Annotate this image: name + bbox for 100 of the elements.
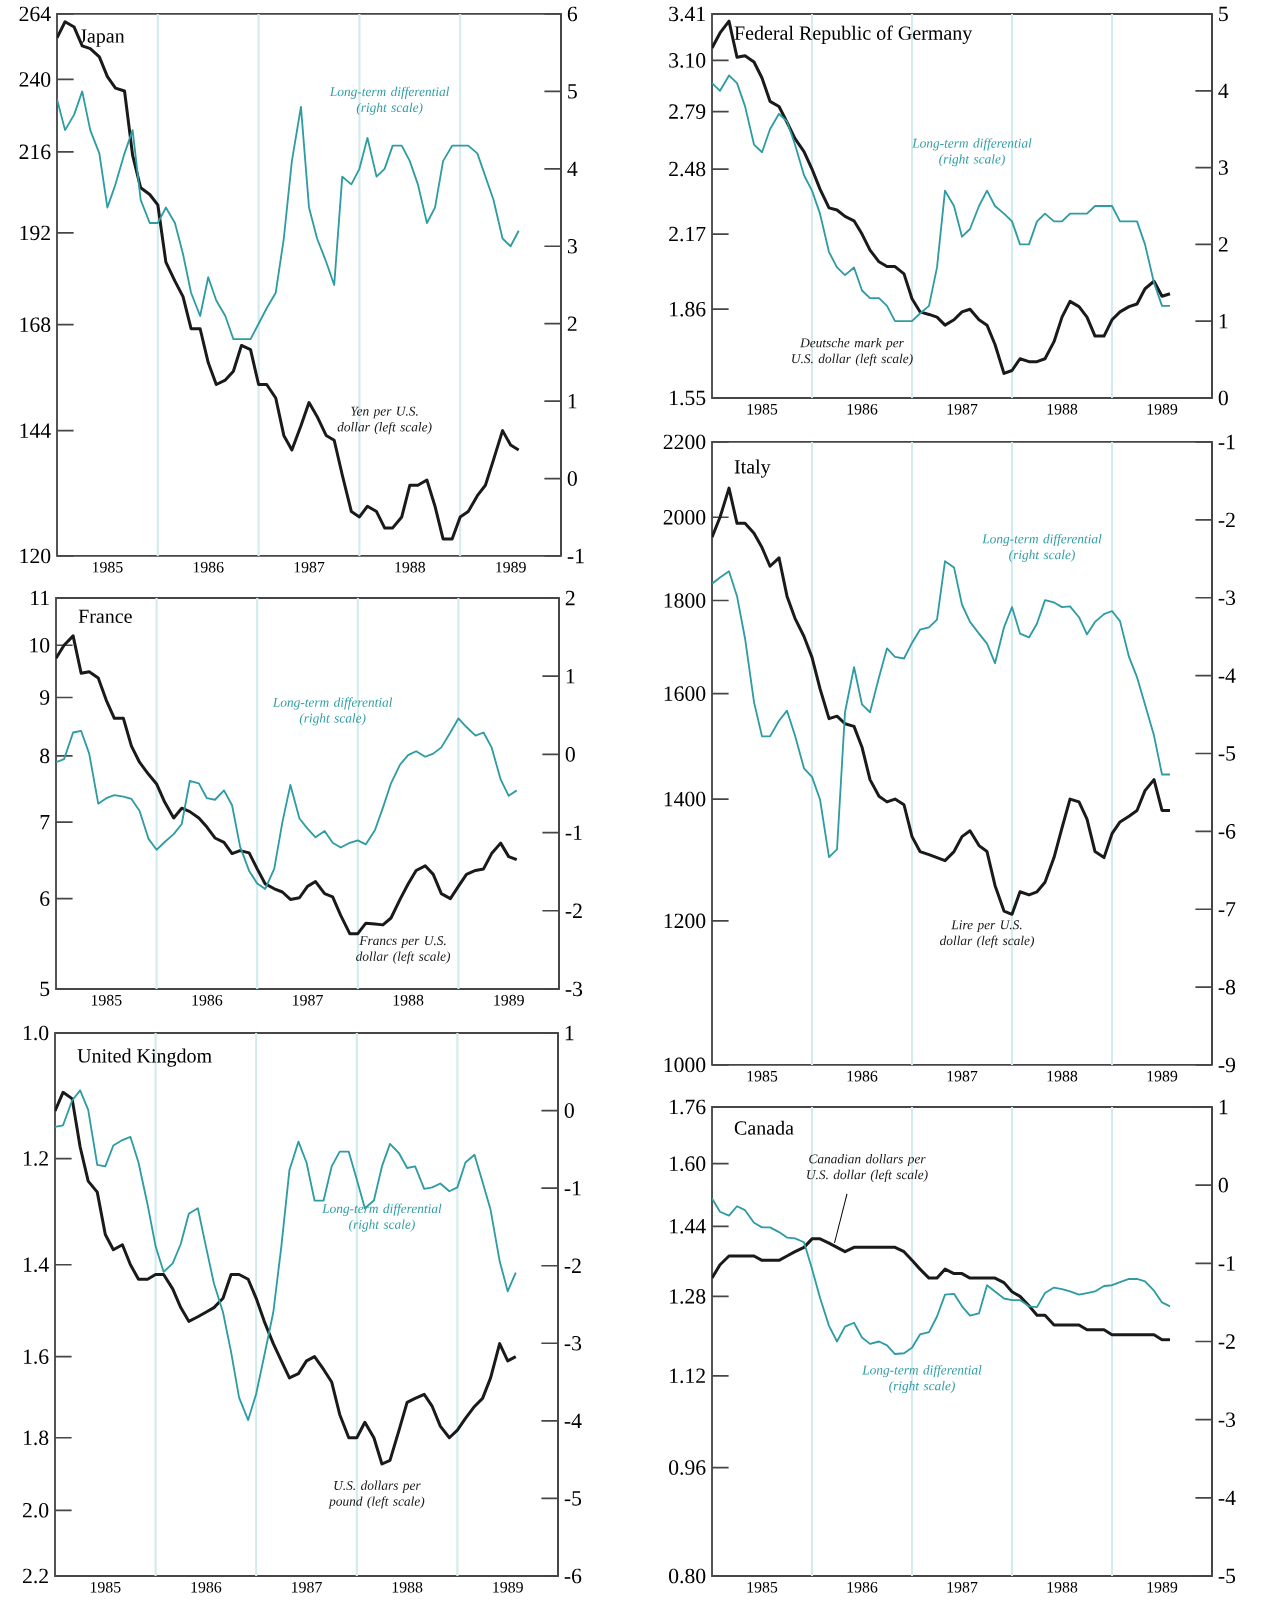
series-label: Lire per U.S. dollar (left scale) [940, 920, 1034, 948]
y2-tick-label: -7 [1218, 902, 1236, 917]
y-tick-label: 216 [19, 144, 51, 160]
x-tick-label: 1985 [90, 1581, 121, 1593]
y-tick-label: 1.28 [670, 1289, 706, 1304]
y-tick-label: 1.12 [670, 1368, 705, 1384]
x-tick-label: 1987 [292, 1581, 322, 1593]
y-tick-label: 2200 [663, 434, 706, 450]
line-series [712, 1197, 1171, 1355]
y2-tick-label: 6 [567, 6, 578, 22]
y2-tick-label: 1 [1219, 1099, 1228, 1115]
y2-tick-label: 1 [568, 393, 577, 409]
y2-tick-label: -5 [564, 1491, 582, 1506]
line-series [712, 486, 1172, 916]
y-tick-label: 168 [20, 317, 51, 332]
text: Japan [79, 29, 125, 47]
y-tick-label: 1200 [664, 913, 706, 929]
y2-tick-label: -8 [1218, 979, 1236, 995]
y2-tick-label: -1 [565, 825, 582, 840]
y2-tick-label: 0 [564, 1103, 574, 1118]
y2-tick-label: -3 [1218, 590, 1236, 606]
line-series [712, 19, 1172, 375]
y2-tick-label: 2 [565, 590, 575, 606]
y2-tick-label: 0 [1218, 390, 1228, 406]
text: U.S. dollars per pound (left scale) [328, 1480, 425, 1509]
x-tick-label: 1988 [1047, 1070, 1078, 1082]
y-tick-label: 1.44 [670, 1219, 706, 1234]
y-tick-label: 144 [20, 423, 51, 438]
y-tick-label: 2.79 [669, 104, 706, 120]
x-tick-label: 1986 [847, 1070, 878, 1082]
y-tick-label: 10 [30, 637, 50, 653]
x-tick-label: 1989 [1147, 1581, 1178, 1593]
y-tick-label: 8 [40, 748, 50, 764]
y2-tick-label: -4 [564, 1413, 582, 1428]
y-tick-label: 1.60 [670, 1156, 706, 1172]
y-tick-label: 1000 [664, 1057, 706, 1073]
series-label: Francs per U.S. dollar (left scale) [356, 936, 451, 964]
y-tick-label: 2.48 [669, 161, 706, 177]
chart-title: France [78, 609, 132, 624]
text: Long-term differential (right scale) [272, 697, 393, 726]
y-tick-label: 7 [40, 815, 50, 830]
y-tick-label: 1.76 [670, 1099, 706, 1115]
series-label: Long-term differential (right scale) [862, 1364, 982, 1394]
y-tick-label: 1.6 [23, 1349, 49, 1364]
y2-tick-label: -2 [1218, 512, 1235, 528]
x-tick-label: 1986 [191, 1581, 222, 1593]
y-tick-label: 9 [39, 690, 50, 705]
y2-tick-label: -2 [565, 903, 582, 918]
x-tick-label: 1988 [1047, 1581, 1078, 1593]
y-tick-label: 1400 [664, 791, 706, 807]
y2-tick-label: -1 [567, 548, 584, 564]
y2-tick-label: -9 [1218, 1057, 1236, 1073]
y2-tick-label: -3 [564, 1336, 582, 1351]
text: Long-term differential (right scale) [982, 533, 1102, 562]
y-tick-label: 240 [19, 72, 51, 87]
y2-tick-label: 4 [1218, 83, 1229, 98]
y-tick-label: 1.4 [23, 1257, 49, 1273]
text: United Kingdom [77, 1048, 212, 1067]
y2-tick-label: 2 [1218, 237, 1228, 252]
x-tick-label: 1985 [747, 403, 778, 415]
y-tick-label: 2000 [663, 509, 706, 525]
y2-tick-label: 1 [1219, 314, 1228, 329]
y2-tick-label: 0 [567, 471, 577, 486]
y-tick-label: 5 [40, 981, 50, 997]
x-tick-label: 1989 [496, 561, 526, 573]
x-tick-label: 1985 [747, 1070, 778, 1082]
x-tick-label: 1985 [747, 1581, 778, 1593]
line-series [56, 634, 519, 936]
y2-tick-label: 5 [1219, 6, 1228, 22]
y2-tick-label: -4 [1218, 668, 1236, 683]
x-tick-label: 1986 [847, 1581, 878, 1593]
y-tick-label: 264 [19, 6, 51, 22]
x-tick-label: 1988 [395, 561, 426, 573]
x-tick-label: 1987 [947, 1070, 978, 1082]
y-tick-label: 3.10 [669, 53, 706, 68]
line-series [57, 20, 521, 541]
x-tick-label: 1986 [847, 403, 878, 415]
y-tick-label: 2.2 [22, 1568, 48, 1584]
text: Federal Republic of Germany [734, 25, 973, 44]
y2-tick-label: -1 [564, 1181, 581, 1196]
text: Canada [734, 1120, 794, 1135]
y-tick-label: 2.0 [22, 1502, 49, 1518]
y2-tick-label: -2 [1218, 1334, 1235, 1349]
text: Deutsche mark per U.S. dollar (left scale) [792, 337, 913, 366]
x-tick-label: 1988 [392, 1581, 423, 1593]
y-tick-label: 1.2 [23, 1151, 48, 1166]
x-tick-label: 1987 [947, 1581, 978, 1593]
x-tick-label: 1989 [493, 1581, 523, 1593]
y2-tick-label: 5 [568, 84, 577, 99]
y2-tick-label: -2 [564, 1258, 581, 1273]
y2-tick-label: -3 [1218, 1412, 1236, 1427]
x-tick-label: 1986 [193, 561, 224, 573]
x-tick-label: 1989 [494, 994, 524, 1006]
x-tick-label: 1986 [192, 994, 223, 1006]
y-tick-label: 3.41 [669, 6, 705, 22]
y-tick-label: 1.86 [670, 301, 706, 317]
y2-tick-label: 2 [567, 316, 577, 331]
y2-tick-label: -5 [1218, 746, 1236, 761]
x-tick-label: 1988 [393, 994, 424, 1006]
y2-tick-label: 3 [567, 238, 577, 254]
